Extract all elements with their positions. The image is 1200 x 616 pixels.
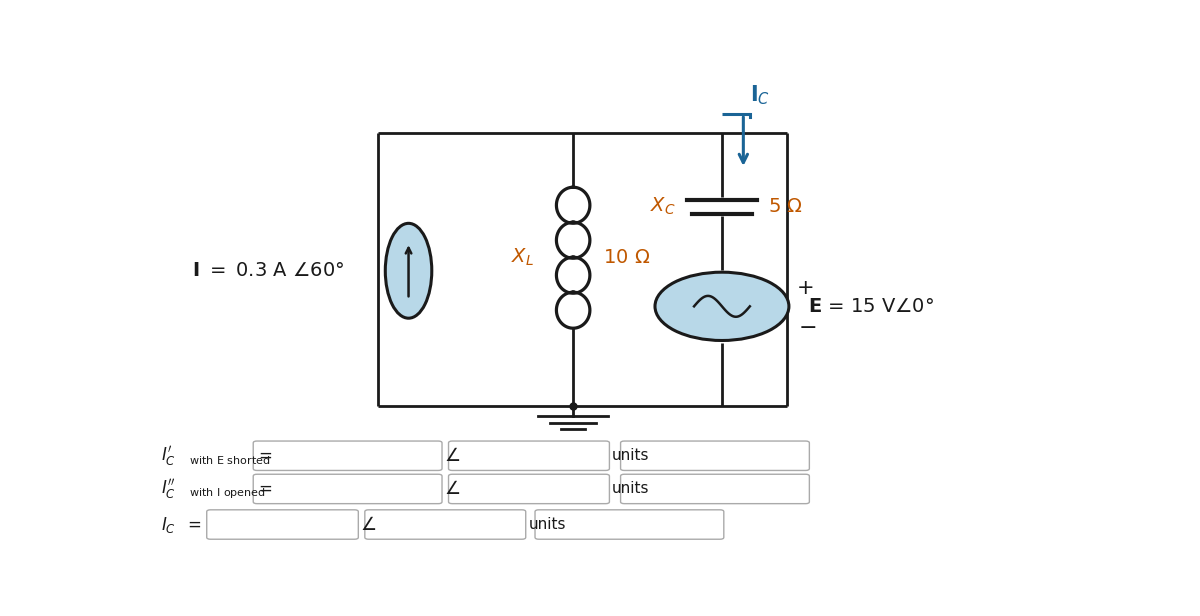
Circle shape	[655, 272, 788, 341]
Text: 10 $\Omega$: 10 $\Omega$	[602, 248, 650, 267]
Text: $\mathit{I_C'}$: $\mathit{I_C'}$	[161, 444, 176, 468]
Text: =: =	[258, 480, 271, 498]
Text: $\mathsf{with\ E\ shorted}$: $\mathsf{with\ E\ shorted}$	[190, 453, 270, 466]
Text: $\angle$: $\angle$	[444, 447, 460, 464]
FancyBboxPatch shape	[535, 510, 724, 539]
FancyBboxPatch shape	[449, 441, 610, 471]
Text: $\angle$: $\angle$	[360, 516, 377, 533]
FancyBboxPatch shape	[253, 441, 442, 471]
Text: $X_L$: $X_L$	[511, 247, 534, 269]
Text: $X_C$: $X_C$	[649, 196, 676, 217]
Text: =: =	[258, 447, 271, 464]
Text: −: −	[798, 317, 817, 338]
Ellipse shape	[385, 224, 432, 318]
Text: units: units	[528, 517, 566, 532]
FancyBboxPatch shape	[206, 510, 359, 539]
Text: =: =	[187, 516, 202, 533]
Text: units: units	[612, 482, 649, 496]
FancyBboxPatch shape	[449, 474, 610, 504]
Text: $\mathit{I_C}$: $\mathit{I_C}$	[161, 514, 176, 535]
FancyBboxPatch shape	[253, 474, 442, 504]
Text: $\mathsf{with\ I\ opened}$: $\mathsf{with\ I\ opened}$	[190, 486, 266, 500]
FancyBboxPatch shape	[365, 510, 526, 539]
Text: $\mathit{I_C''}$: $\mathit{I_C''}$	[161, 477, 176, 501]
Text: $\mathbf{I}$ $=$ 0.3 A $\angle$60°: $\mathbf{I}$ $=$ 0.3 A $\angle$60°	[192, 261, 344, 280]
FancyBboxPatch shape	[620, 474, 809, 504]
Text: $\mathbf{E}$ = 15 V$\angle$0°: $\mathbf{E}$ = 15 V$\angle$0°	[808, 297, 934, 316]
Text: 5 $\Omega$: 5 $\Omega$	[768, 197, 803, 216]
Text: $\mathbf{I}_C$: $\mathbf{I}_C$	[750, 84, 770, 107]
Text: +: +	[797, 278, 814, 298]
FancyBboxPatch shape	[620, 441, 809, 471]
Text: units: units	[612, 448, 649, 463]
Text: $\angle$: $\angle$	[444, 480, 460, 498]
